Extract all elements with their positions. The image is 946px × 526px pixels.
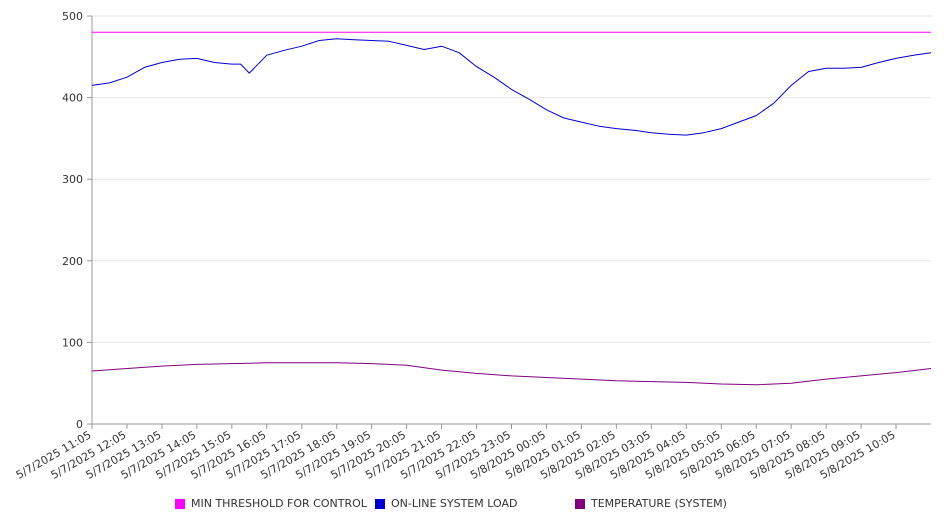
legend-label-min-threshold: MIN THRESHOLD FOR CONTROL: [191, 497, 367, 510]
y-tick-labels: 0 100 200 300 400 500: [62, 10, 83, 431]
series-lines: [91, 31, 932, 386]
y-tick-label: 400: [62, 92, 83, 105]
axes: [87, 15, 931, 429]
y-tick-label: 100: [62, 336, 83, 349]
y-tick-label: 200: [62, 255, 83, 268]
legend-swatch-temperature: [575, 498, 585, 509]
series-line-temperature: [91, 362, 932, 386]
y-tick-label: 500: [62, 10, 83, 23]
legend-item-system-load: ON-LINE SYSTEM LOAD: [375, 497, 517, 510]
gridlines: [92, 15, 931, 343]
legend-label-system-load: ON-LINE SYSTEM LOAD: [391, 497, 518, 510]
legend: MIN THRESHOLD FOR CONTROL ON-LINE SYSTEM…: [0, 497, 946, 515]
legend-swatch-min-threshold: [175, 498, 185, 509]
x-tick-labels: 5/7/2025 11:055/7/2025 12:055/7/2025 13:…: [14, 428, 898, 482]
series-line-system-load: [91, 38, 932, 136]
legend-label-temperature: TEMPERATURE (SYSTEM): [591, 497, 727, 510]
legend-item-temperature: TEMPERATURE (SYSTEM): [575, 497, 727, 510]
y-tick-label: 0: [76, 418, 83, 431]
legend-swatch-system-load: [375, 498, 385, 509]
legend-item-min-threshold: MIN THRESHOLD FOR CONTROL: [175, 497, 367, 510]
y-tick-label: 300: [62, 173, 83, 186]
